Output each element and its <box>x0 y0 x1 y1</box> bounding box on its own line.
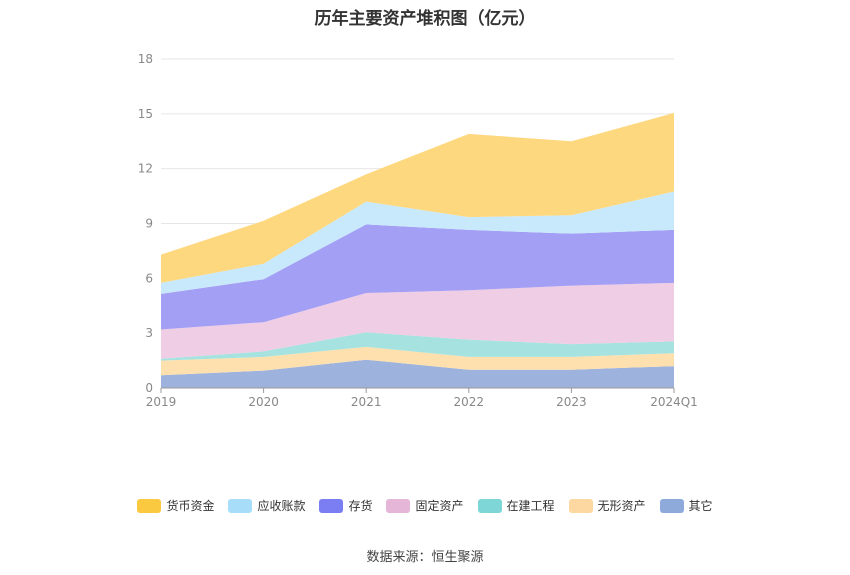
legend-item[interactable]: 应收账款 <box>228 497 305 514</box>
x-tick-label: 2019 <box>146 395 177 409</box>
area-在建工程 <box>161 332 674 361</box>
legend: 货币资金 应收账款 存货 固定资产 在建工程 无形资产 其它 <box>0 497 850 514</box>
x-tick-label: 2023 <box>556 395 587 409</box>
stacked-area-chart: 0 3 6 9 12 15 18 2019 2020 2021 2022 2023 2024Q1 <box>138 52 698 409</box>
legend-swatch <box>568 498 593 513</box>
area-固定资产 <box>161 282 674 359</box>
legend-label: 固定资产 <box>415 499 464 513</box>
area-无形资产 <box>161 346 674 376</box>
legend-label: 存货 <box>348 499 373 513</box>
y-tick-label: 9 <box>145 217 153 231</box>
legend-swatch <box>228 498 253 513</box>
area-series <box>161 112 674 388</box>
legend-label: 无形资产 <box>597 499 646 513</box>
y-tick-label: 15 <box>138 107 153 121</box>
area-其它 <box>161 359 674 388</box>
area-存货 <box>161 224 674 330</box>
chart-title: 历年主要资产堆积图（亿元） <box>314 9 536 29</box>
legend-label: 在建工程 <box>506 499 555 513</box>
area-货币资金 <box>161 112 674 283</box>
legend-item[interactable]: 其它 <box>659 497 713 514</box>
legend-item[interactable]: 无形资产 <box>568 497 646 514</box>
axes: 0 3 6 9 12 15 18 2019 2020 2021 2022 2023 2024Q1 <box>138 52 698 409</box>
legend-swatch <box>137 498 162 513</box>
y-tick-label: 18 <box>138 52 153 66</box>
x-tick-label: 2021 <box>351 395 382 409</box>
legend-item[interactable]: 存货 <box>319 497 372 514</box>
y-tick-label: 3 <box>145 326 153 340</box>
legend-label: 应收账款 <box>257 499 306 513</box>
legend-item[interactable]: 货币资金 <box>137 497 214 514</box>
source-note: 数据来源：恒生聚源 <box>366 550 484 565</box>
legend-item[interactable]: 固定资产 <box>386 497 464 514</box>
legend-label: 货币资金 <box>166 499 215 513</box>
legend-swatch <box>319 498 344 513</box>
legend-swatch <box>659 498 684 513</box>
area-应收账款 <box>161 191 674 294</box>
x-tick-label: 2022 <box>454 395 485 409</box>
legend-swatch <box>477 498 502 513</box>
y-tick-label: 6 <box>145 271 153 285</box>
x-tick-label: 2024Q1 <box>650 395 698 409</box>
legend-swatch <box>386 498 411 513</box>
y-tick-label: 12 <box>138 162 153 176</box>
x-tick-label: 2020 <box>248 395 279 409</box>
y-tick-label: 0 <box>145 381 153 395</box>
legend-label: 其它 <box>688 499 713 513</box>
legend-item[interactable]: 在建工程 <box>477 497 555 514</box>
